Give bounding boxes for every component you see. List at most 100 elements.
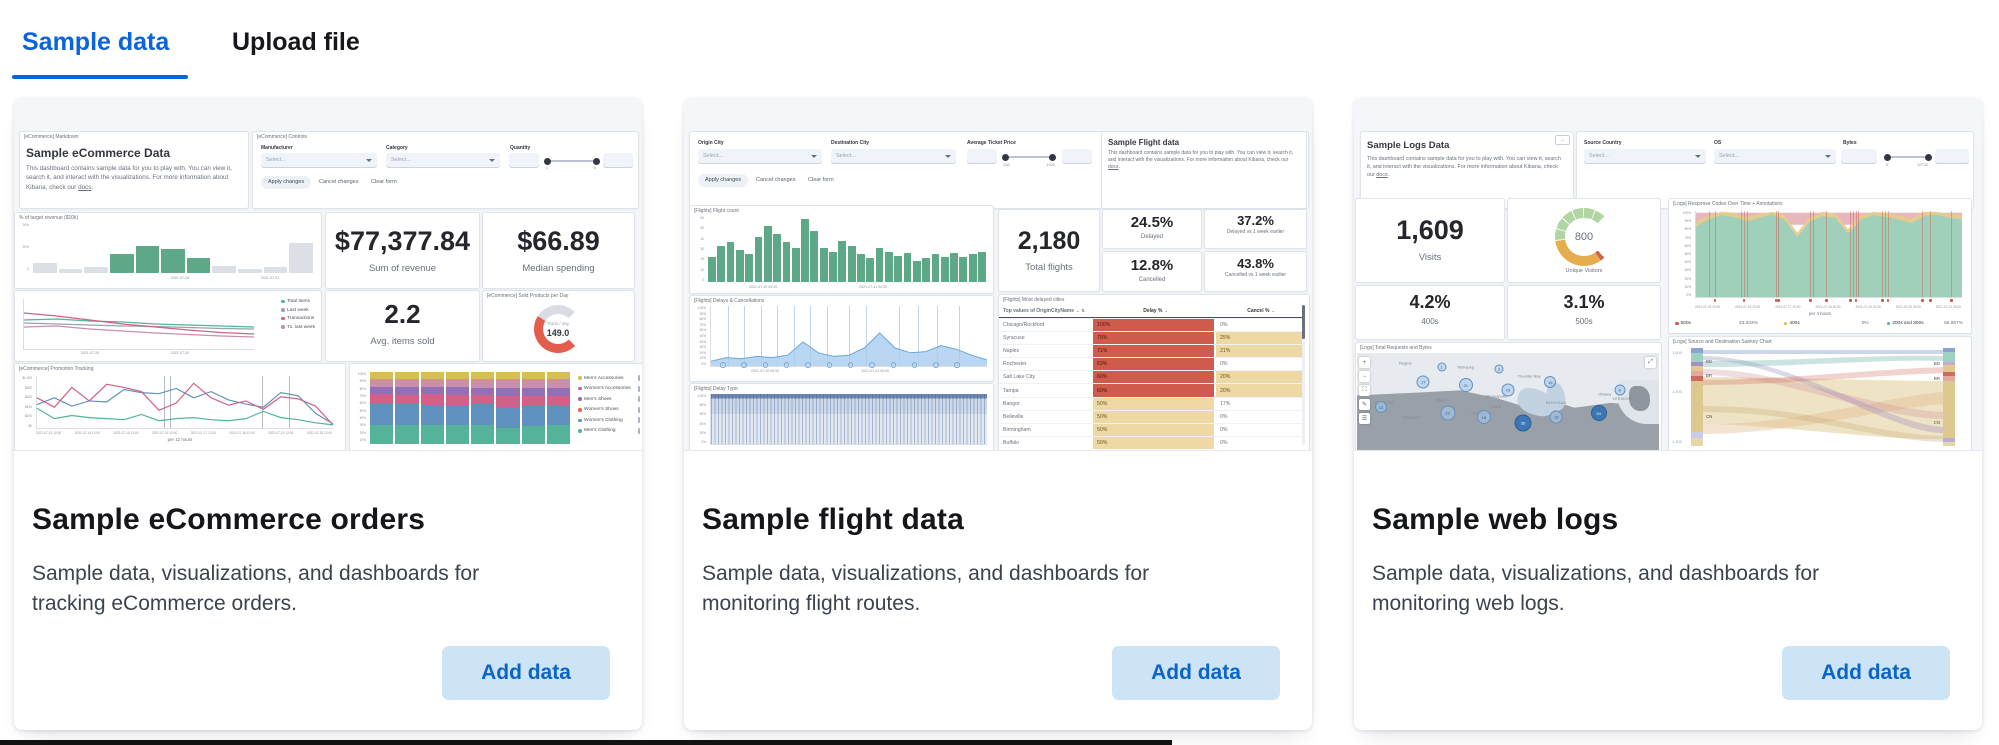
tick-label: 80% — [699, 403, 706, 408]
panel-ecommerce-controls: [eCommerce] Controls Manufacturer Select… — [252, 131, 639, 209]
legend-item: Men's Shoes — [578, 396, 640, 403]
tab-sample-data[interactable]: Sample data — [22, 28, 170, 56]
map-tool-button: ☰ — [1359, 413, 1370, 424]
price-max-input — [1062, 149, 1092, 164]
annotation-line — [1746, 211, 1748, 297]
annotation-line — [164, 376, 166, 428]
bar — [894, 255, 903, 282]
cell-delay: 50% — [1093, 397, 1214, 410]
bytes-label: Bytes — [1843, 140, 1857, 146]
node-label: CN — [1933, 420, 1940, 425]
tick-label: 20% — [699, 350, 706, 355]
bar — [84, 267, 108, 273]
cell-cancel: 0% — [1220, 322, 1228, 329]
bar — [866, 258, 875, 282]
legend-handle — [638, 396, 640, 403]
panel-target-revenue: % of target revenue ($10k) 20% 10% 0 2021-… — [14, 212, 322, 289]
link-marker — [911, 362, 918, 368]
cell-cancel: 17% — [1220, 400, 1231, 407]
category-select: Select... — [386, 153, 500, 168]
bar — [931, 254, 940, 282]
tick-label: 100% — [1682, 211, 1691, 215]
panel-label: [eCommerce] Promotion Tracking — [19, 366, 94, 372]
legend-handle — [638, 385, 640, 392]
tick-label: $800 — [24, 385, 32, 390]
y-axis: 60 50 40 30 20 10 0 — [694, 216, 704, 282]
legend-dot — [281, 299, 285, 304]
panel-ecommerce-markdown: [eCommerce] Markdown Sample eCommerce Da… — [19, 131, 249, 209]
map-marker: 17 — [1416, 375, 1430, 389]
cell-delay: 50% — [1093, 436, 1214, 449]
os-label: OS — [1714, 140, 1722, 146]
stack-segment — [471, 395, 495, 405]
bar — [857, 254, 865, 282]
stack-segment — [496, 387, 520, 396]
card-description: Sample data, visualizations, and dashboa… — [1372, 562, 1820, 615]
table-row: Salt Lake City 60% 20% — [999, 370, 1303, 384]
bar — [968, 254, 977, 282]
add-data-button-ecommerce[interactable]: Add data — [442, 646, 610, 700]
legend-dot — [578, 418, 582, 423]
x-axis: 2021-07-15 20:00 2021-07-16 20:00 2021-07-… — [1695, 305, 1961, 309]
docs-link: docs — [1376, 172, 1388, 178]
tick-label: 2021-07-17 20:00 — [1775, 305, 1801, 309]
legend-label: Transactions — [287, 316, 315, 321]
tick-label: 60 — [700, 216, 704, 220]
docs-link: docs — [78, 183, 92, 191]
scrollbar-thumb — [1302, 305, 1305, 339]
panel-flight-count: [Flights] Flight count 60 50 40 30 20 10 0 202… — [689, 205, 994, 294]
cell-cancel: 21% — [1216, 345, 1302, 358]
stack-segment — [471, 424, 495, 444]
cancel-changes-button: Cancel changes — [756, 177, 796, 183]
bar — [903, 252, 912, 282]
annotation-line — [1813, 211, 1815, 297]
node-segment — [1691, 381, 1703, 433]
tab-upload-file[interactable]: Upload file — [232, 28, 360, 56]
map-marker: 8 — [1614, 384, 1626, 396]
node-segment — [1943, 442, 1955, 446]
tick-label: 100% — [697, 306, 706, 310]
bar — [717, 245, 726, 282]
legend-value: 0% — [1861, 321, 1869, 326]
annotation-dot — [1809, 299, 1812, 302]
destination-city-label: Destination City — [831, 140, 870, 146]
tick-label: 2021-07-26 — [80, 351, 100, 355]
tick-label: 2021-07-21 20:00 — [1935, 305, 1961, 309]
y-axis: 100% 90% 80% 70% 60% 50% 40% 30% 20% 10% — [352, 372, 366, 442]
tick-label: 2021-07-30 — [170, 351, 190, 355]
map-tool-button: ✎ — [1359, 399, 1370, 410]
stack-segment — [521, 372, 545, 379]
tick-label: 2021-07-10 00:00 — [748, 285, 778, 289]
link-marker — [741, 362, 747, 368]
source-country-label: Source Country — [1584, 140, 1622, 146]
stack-segment — [521, 387, 545, 396]
bar — [912, 260, 921, 282]
legend-item: Men's Accessories — [578, 375, 640, 381]
bar — [838, 241, 847, 282]
tick-label: $600 — [24, 395, 32, 400]
add-data-button-logs[interactable]: Add data — [1782, 646, 1950, 700]
node-segment — [1943, 351, 1955, 362]
panel-label: [Logs] Source and Destination Sankey Cha… — [1673, 339, 1772, 345]
bar — [950, 252, 958, 282]
chevron-down-icon — [489, 159, 495, 162]
add-data-button-flights[interactable]: Add data — [1112, 646, 1280, 700]
source-country-select: Select... — [1584, 149, 1706, 164]
annotation-line — [1882, 211, 1884, 297]
sankey-left-node — [1691, 348, 1703, 446]
stack-segment — [420, 424, 444, 444]
tick-label: 80% — [1684, 227, 1691, 232]
annotation-line — [1778, 211, 1780, 297]
x-axis: 2021-07-10 00:00 2021-07-11 00:00 — [708, 285, 928, 289]
card-flights: Origin City Select... Destination City S… — [684, 98, 1312, 730]
stacked-area — [1696, 211, 1962, 297]
panel-total-flights: 2,180 Total flights — [998, 209, 1100, 292]
legend-label: Women's Shoes — [584, 407, 619, 413]
legend-label: Last week — [287, 307, 309, 313]
cell-cancel: 20% — [1216, 384, 1302, 397]
tick-label: 10 — [700, 267, 704, 272]
window-bottom-edge — [0, 740, 1172, 745]
annotation-line — [1775, 211, 1777, 297]
tick-label: 20 — [700, 257, 704, 262]
map-place-label: Winnipeg — [1457, 364, 1475, 370]
